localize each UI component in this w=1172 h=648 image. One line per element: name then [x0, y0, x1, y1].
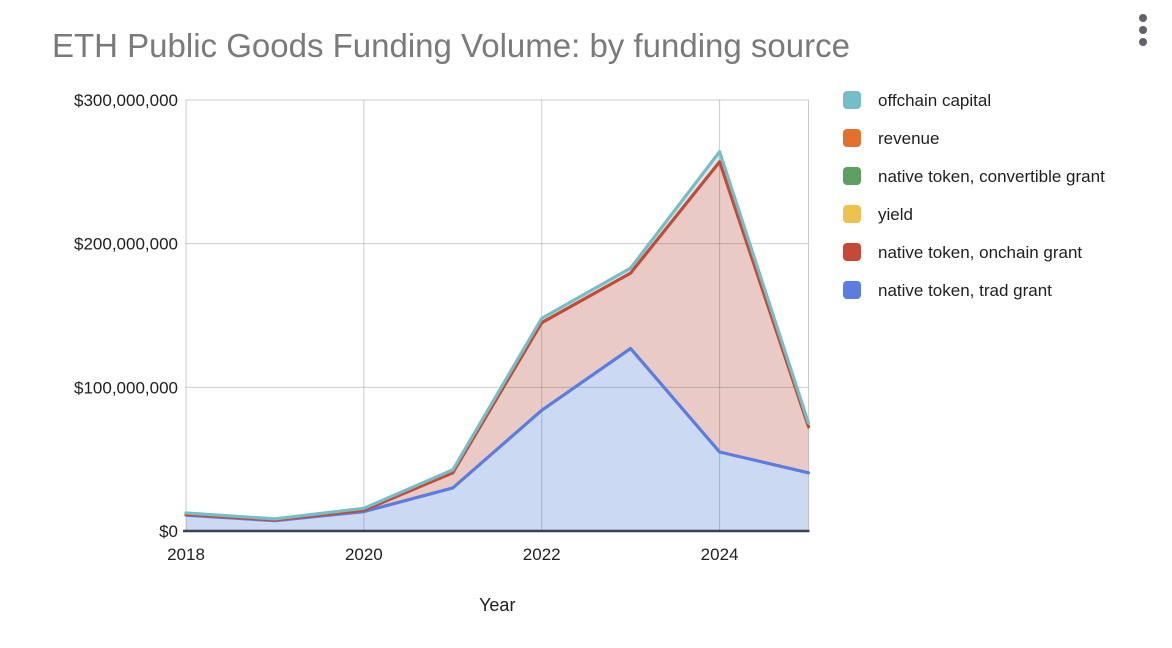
area-fills-group	[186, 151, 809, 531]
kebab-menu-icon	[1139, 26, 1147, 34]
chart-legend: offchain capital revenue native token, c…	[843, 88, 1143, 303]
gridlines-group	[185, 99, 809, 531]
legend-label: native token, convertible grant	[878, 167, 1105, 186]
x-axis-title: Year	[479, 595, 515, 615]
y-tick-label: $100,000,000	[74, 378, 178, 397]
legend-swatch	[843, 243, 861, 261]
x-tick-label: 2022	[523, 545, 561, 564]
chart-menu-button[interactable]	[1133, 10, 1153, 54]
legend-swatch	[843, 167, 861, 185]
legend-label: revenue	[878, 129, 940, 148]
stacked-area-chart[interactable]: $0 $100,000,000 $200,000,000 $300,000,000 20…	[0, 80, 840, 640]
legend-item-yield[interactable]: yield	[843, 202, 1143, 227]
y-tick-label: $200,000,000	[74, 235, 178, 254]
legend-swatch	[843, 129, 861, 147]
legend-item-native-token-convertible-grant[interactable]: native token, convertible grant	[843, 164, 1143, 189]
legend-swatch	[843, 91, 861, 109]
legend-item-native-token-onchain-grant[interactable]: native token, onchain grant	[843, 240, 1143, 265]
x-tick-label: 2024	[701, 545, 739, 564]
legend-label: yield	[878, 205, 913, 224]
series-line-0	[184, 150, 811, 521]
area-fill-series-4	[186, 161, 809, 521]
legend-item-native-token-trad-grant[interactable]: native token, trad grant	[843, 278, 1143, 303]
legend-swatch	[843, 281, 861, 299]
legend-label: native token, onchain grant	[878, 243, 1083, 262]
legend-item-revenue[interactable]: revenue	[843, 126, 1143, 151]
legend-swatch	[843, 205, 861, 223]
kebab-menu-icon	[1139, 14, 1147, 22]
kebab-menu-icon	[1139, 38, 1147, 46]
series-lines-group	[184, 150, 811, 523]
axis-labels-group: $0 $100,000,000 $200,000,000 $300,000,000 20…	[74, 91, 738, 615]
y-tick-label: $300,000,000	[74, 91, 178, 110]
x-tick-label: 2020	[345, 545, 383, 564]
x-tick-label: 2018	[167, 545, 205, 564]
legend-item-offchain-capital[interactable]: offchain capital	[843, 88, 1143, 113]
area-fill-series-5	[186, 348, 809, 531]
chart-title: ETH Public Goods Funding Volume: by fund…	[52, 27, 850, 64]
legend-label: native token, trad grant	[878, 281, 1052, 300]
y-tick-label: $0	[159, 522, 178, 541]
legend-label: offchain capital	[878, 91, 992, 110]
